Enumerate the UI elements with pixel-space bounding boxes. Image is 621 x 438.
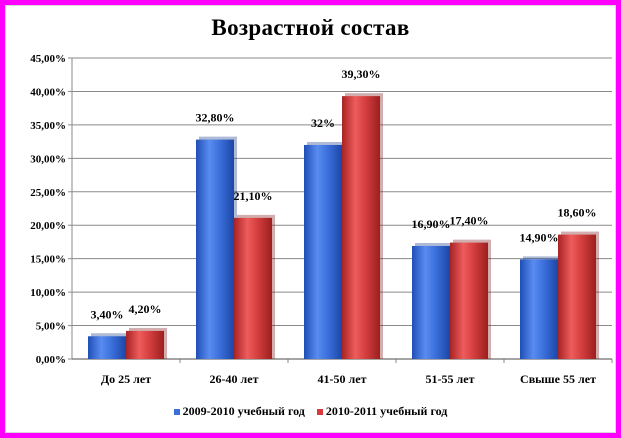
y-tick-label: 5,00% [36, 321, 66, 333]
bar [304, 144, 342, 359]
x-tick-label: 41-50 лет [318, 372, 367, 386]
legend-item-series-1: 2009-2010 учебный год [173, 404, 305, 419]
data-label: 16,90% [412, 217, 451, 231]
data-label: 39,30% [342, 67, 381, 81]
chart-legend: 2009-2010 учебный год 2010-2011 учебный … [0, 404, 621, 419]
bar [234, 217, 272, 359]
data-label: 32% [311, 116, 335, 130]
x-tick-label: 26-40 лет [210, 372, 259, 386]
bar [412, 245, 450, 359]
data-label: 21,10% [234, 189, 273, 203]
legend-swatch-series-2 [316, 408, 323, 415]
y-tick-label: 20,00% [30, 220, 66, 232]
legend-swatch-series-1 [173, 408, 180, 415]
y-tick-label: 0,00% [36, 354, 66, 366]
bar [558, 234, 596, 359]
y-tick-label: 10,00% [30, 287, 66, 299]
data-label: 3,40% [91, 307, 124, 321]
data-label: 17,40% [450, 214, 489, 228]
y-tick-label: 15,00% [30, 254, 66, 266]
data-label: 18,60% [558, 206, 597, 220]
x-tick-label: Свыше 55 лет [520, 372, 596, 386]
bar [450, 242, 488, 359]
legend-label-series-2: 2010-2011 учебный год [325, 404, 448, 418]
bar [342, 96, 380, 360]
data-label: 4,20% [129, 302, 162, 316]
legend-item-series-2: 2010-2011 учебный год [316, 404, 448, 419]
y-tick-label: 45,00% [30, 53, 66, 65]
y-tick-label: 40,00% [30, 86, 66, 98]
x-tick-label: 51-55 лет [426, 372, 475, 386]
bar [88, 336, 126, 359]
bar [196, 139, 234, 359]
y-tick-label: 25,00% [30, 187, 66, 199]
data-label: 32,80% [196, 111, 235, 125]
chart-title: Возрастной состав [211, 15, 410, 40]
y-tick-label: 35,00% [30, 120, 66, 132]
x-tick-label: До 25 лет [101, 372, 151, 386]
y-tick-label: 30,00% [30, 153, 66, 165]
data-label: 14,90% [520, 230, 559, 244]
bar [520, 259, 558, 359]
chart-area-border [5, 5, 616, 433]
bar [126, 330, 164, 359]
legend-label-series-1: 2009-2010 учебный год [182, 404, 305, 418]
